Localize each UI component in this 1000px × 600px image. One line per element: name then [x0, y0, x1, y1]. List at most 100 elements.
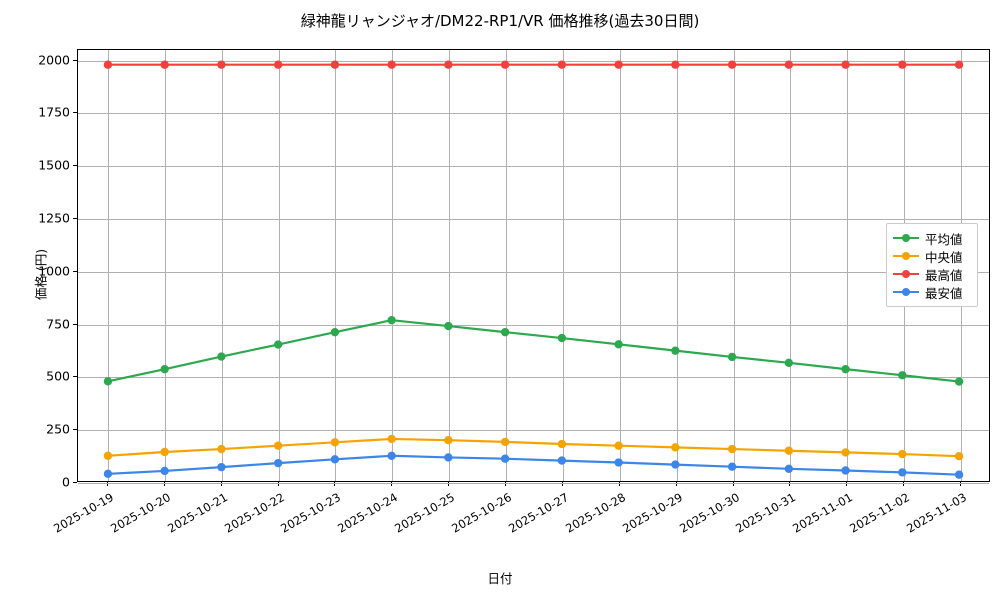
x-axis-tick-mark [391, 482, 393, 486]
data-point [954, 377, 964, 386]
page-title: 緑神龍リャンジャオ/DM22-RP1/VR 価格推移(過去30日間) [300, 12, 700, 30]
legend-item-label: 中央値 [925, 249, 963, 265]
data-point [217, 352, 226, 361]
data-point [841, 448, 850, 457]
data-point [444, 60, 453, 69]
gridline-vertical [221, 50, 223, 481]
legend-swatch-icon [893, 250, 919, 262]
gridline-horizontal [78, 60, 989, 62]
legend-item[interactable]: 最安値 [893, 283, 971, 301]
data-point [273, 340, 283, 349]
data-point [841, 466, 850, 475]
data-point [387, 451, 396, 460]
data-point [784, 60, 794, 69]
plot-area [77, 49, 990, 484]
data-point [614, 441, 623, 450]
legend-item-label: 最高値 [925, 267, 963, 283]
series-最安値 [103, 451, 964, 479]
series-line [106, 319, 961, 383]
legend-marker-dot [902, 234, 910, 242]
gridline-vertical [733, 50, 735, 481]
gridline-horizontal [78, 113, 989, 115]
data-point [614, 458, 623, 467]
y-axis-tick-label: 250 [46, 421, 70, 437]
data-point [330, 327, 340, 337]
data-point [160, 364, 169, 374]
x-axis-tick-mark [448, 482, 450, 486]
series-中央値 [103, 434, 964, 461]
y-axis-tick-mark [73, 270, 77, 272]
legend-item[interactable]: 中央値 [893, 247, 971, 265]
data-point [103, 469, 113, 479]
y-axis-tick-label: 1250 [38, 210, 70, 226]
data-point [557, 439, 567, 449]
data-point [784, 358, 794, 368]
y-axis-tick-label: 1000 [38, 263, 70, 279]
data-point [330, 60, 340, 69]
data-point [671, 460, 680, 469]
data-point [160, 447, 169, 457]
data-point [898, 60, 907, 69]
chart-legend: 平均値中央値最高値 最安値 [886, 223, 978, 307]
gridline-horizontal [78, 324, 989, 326]
data-point [500, 454, 510, 463]
gridline-horizontal [78, 377, 989, 379]
legend-marker-dot [902, 270, 910, 278]
x-axis-tick-mark [789, 482, 791, 486]
data-point [671, 60, 680, 69]
gridline-vertical [164, 50, 166, 481]
data-point [103, 60, 113, 69]
data-point [727, 444, 737, 454]
data-point [954, 452, 964, 461]
data-point [500, 60, 510, 69]
y-axis-tick-mark [73, 59, 77, 61]
data-point [841, 60, 850, 69]
x-axis-tick-mark [334, 482, 336, 486]
y-axis-tick-label: 500 [46, 368, 70, 384]
gridline-vertical [278, 50, 280, 481]
data-point [898, 468, 907, 477]
x-axis-tick-mark [505, 482, 507, 486]
y-axis-tick-mark [73, 323, 77, 325]
series-line [106, 437, 961, 458]
x-axis-tick-mark [960, 482, 961, 486]
data-point [557, 456, 567, 465]
legend-item[interactable]: 最高値 [893, 265, 971, 283]
data-point [671, 346, 680, 355]
data-point [898, 449, 907, 459]
data-point [500, 327, 510, 337]
gridline-vertical [392, 50, 394, 481]
legend-swatch-icon [893, 286, 919, 298]
data-point [273, 60, 283, 69]
data-series-layer [103, 60, 964, 479]
series-平均値 [103, 315, 964, 386]
data-point [387, 60, 396, 69]
series-最高値 [103, 60, 964, 69]
x-axis-tick-mark [675, 482, 677, 486]
data-point [784, 464, 794, 473]
series-line [106, 454, 961, 476]
legend-item[interactable]: 平均値 [893, 229, 971, 247]
data-point [217, 60, 226, 69]
gridline-horizontal [78, 430, 989, 432]
legend-marker-dot [902, 288, 910, 296]
x-axis-label: 日付 [487, 571, 513, 586]
x-axis-tick-mark [846, 482, 848, 486]
gridline-vertical [562, 50, 564, 481]
x-axis-tick-mark [107, 482, 108, 486]
data-point [500, 437, 510, 447]
legend-item-label: 平均値 [925, 231, 963, 247]
data-point [784, 446, 794, 455]
data-point [217, 444, 226, 454]
gridline-vertical [506, 50, 508, 481]
data-point [954, 470, 964, 479]
data-point [727, 352, 737, 362]
data-point [444, 321, 453, 331]
gridline-horizontal [78, 271, 989, 273]
data-point [387, 315, 396, 325]
y-axis-tick-mark [73, 376, 77, 378]
gridline-vertical [790, 50, 792, 481]
gridline-vertical [108, 50, 109, 481]
x-axis-tick-mark [277, 482, 279, 486]
